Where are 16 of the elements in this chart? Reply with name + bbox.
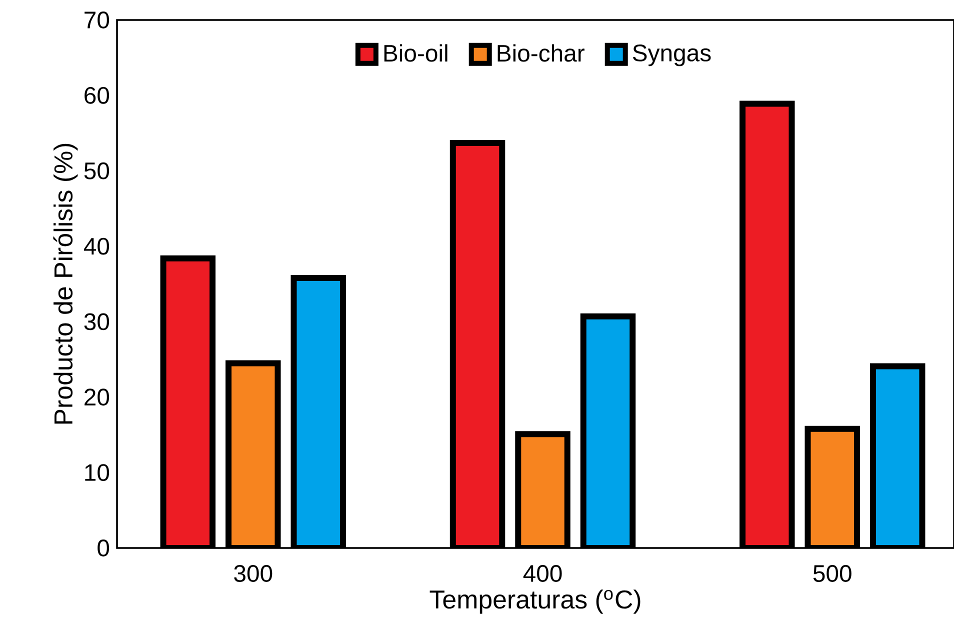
y-axis-title: Producto de Pirólisis (%) (53, 144, 78, 424)
y-tick-label: 20 (84, 388, 110, 406)
x-tick-label: 400 (523, 565, 562, 582)
y-tick-label: 50 (84, 162, 110, 180)
legend-label: Bio-char (498, 44, 584, 62)
y-tick-label: 10 (85, 464, 110, 482)
x-tick-label: 500 (813, 565, 852, 582)
y-tick-label: 70 (84, 12, 110, 28)
legend-label: Syngas (632, 44, 711, 66)
x-axis-title: Temperaturas ($^{o}$C) (430, 590, 640, 614)
x-tick-label: 300 (234, 565, 272, 582)
legend-label: Bio-oil (384, 44, 448, 62)
y-tick-label: 40 (84, 238, 110, 255)
y-tick-label: 0 (98, 540, 110, 556)
y-tick-label: 30 (84, 313, 110, 330)
y-tick-label: 60 (84, 86, 110, 104)
